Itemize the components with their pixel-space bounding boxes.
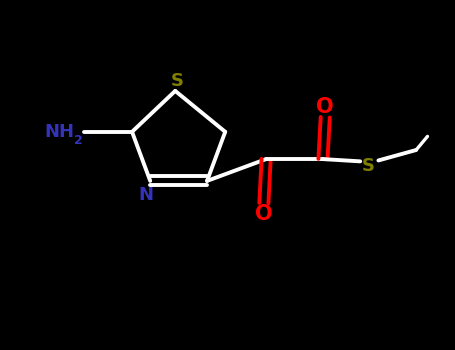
- Text: 2: 2: [74, 133, 83, 147]
- Text: S: S: [362, 157, 375, 175]
- Text: N: N: [138, 186, 153, 204]
- Text: NH: NH: [44, 123, 74, 141]
- Text: S: S: [171, 72, 184, 90]
- Text: O: O: [316, 97, 334, 117]
- Text: O: O: [255, 204, 273, 224]
